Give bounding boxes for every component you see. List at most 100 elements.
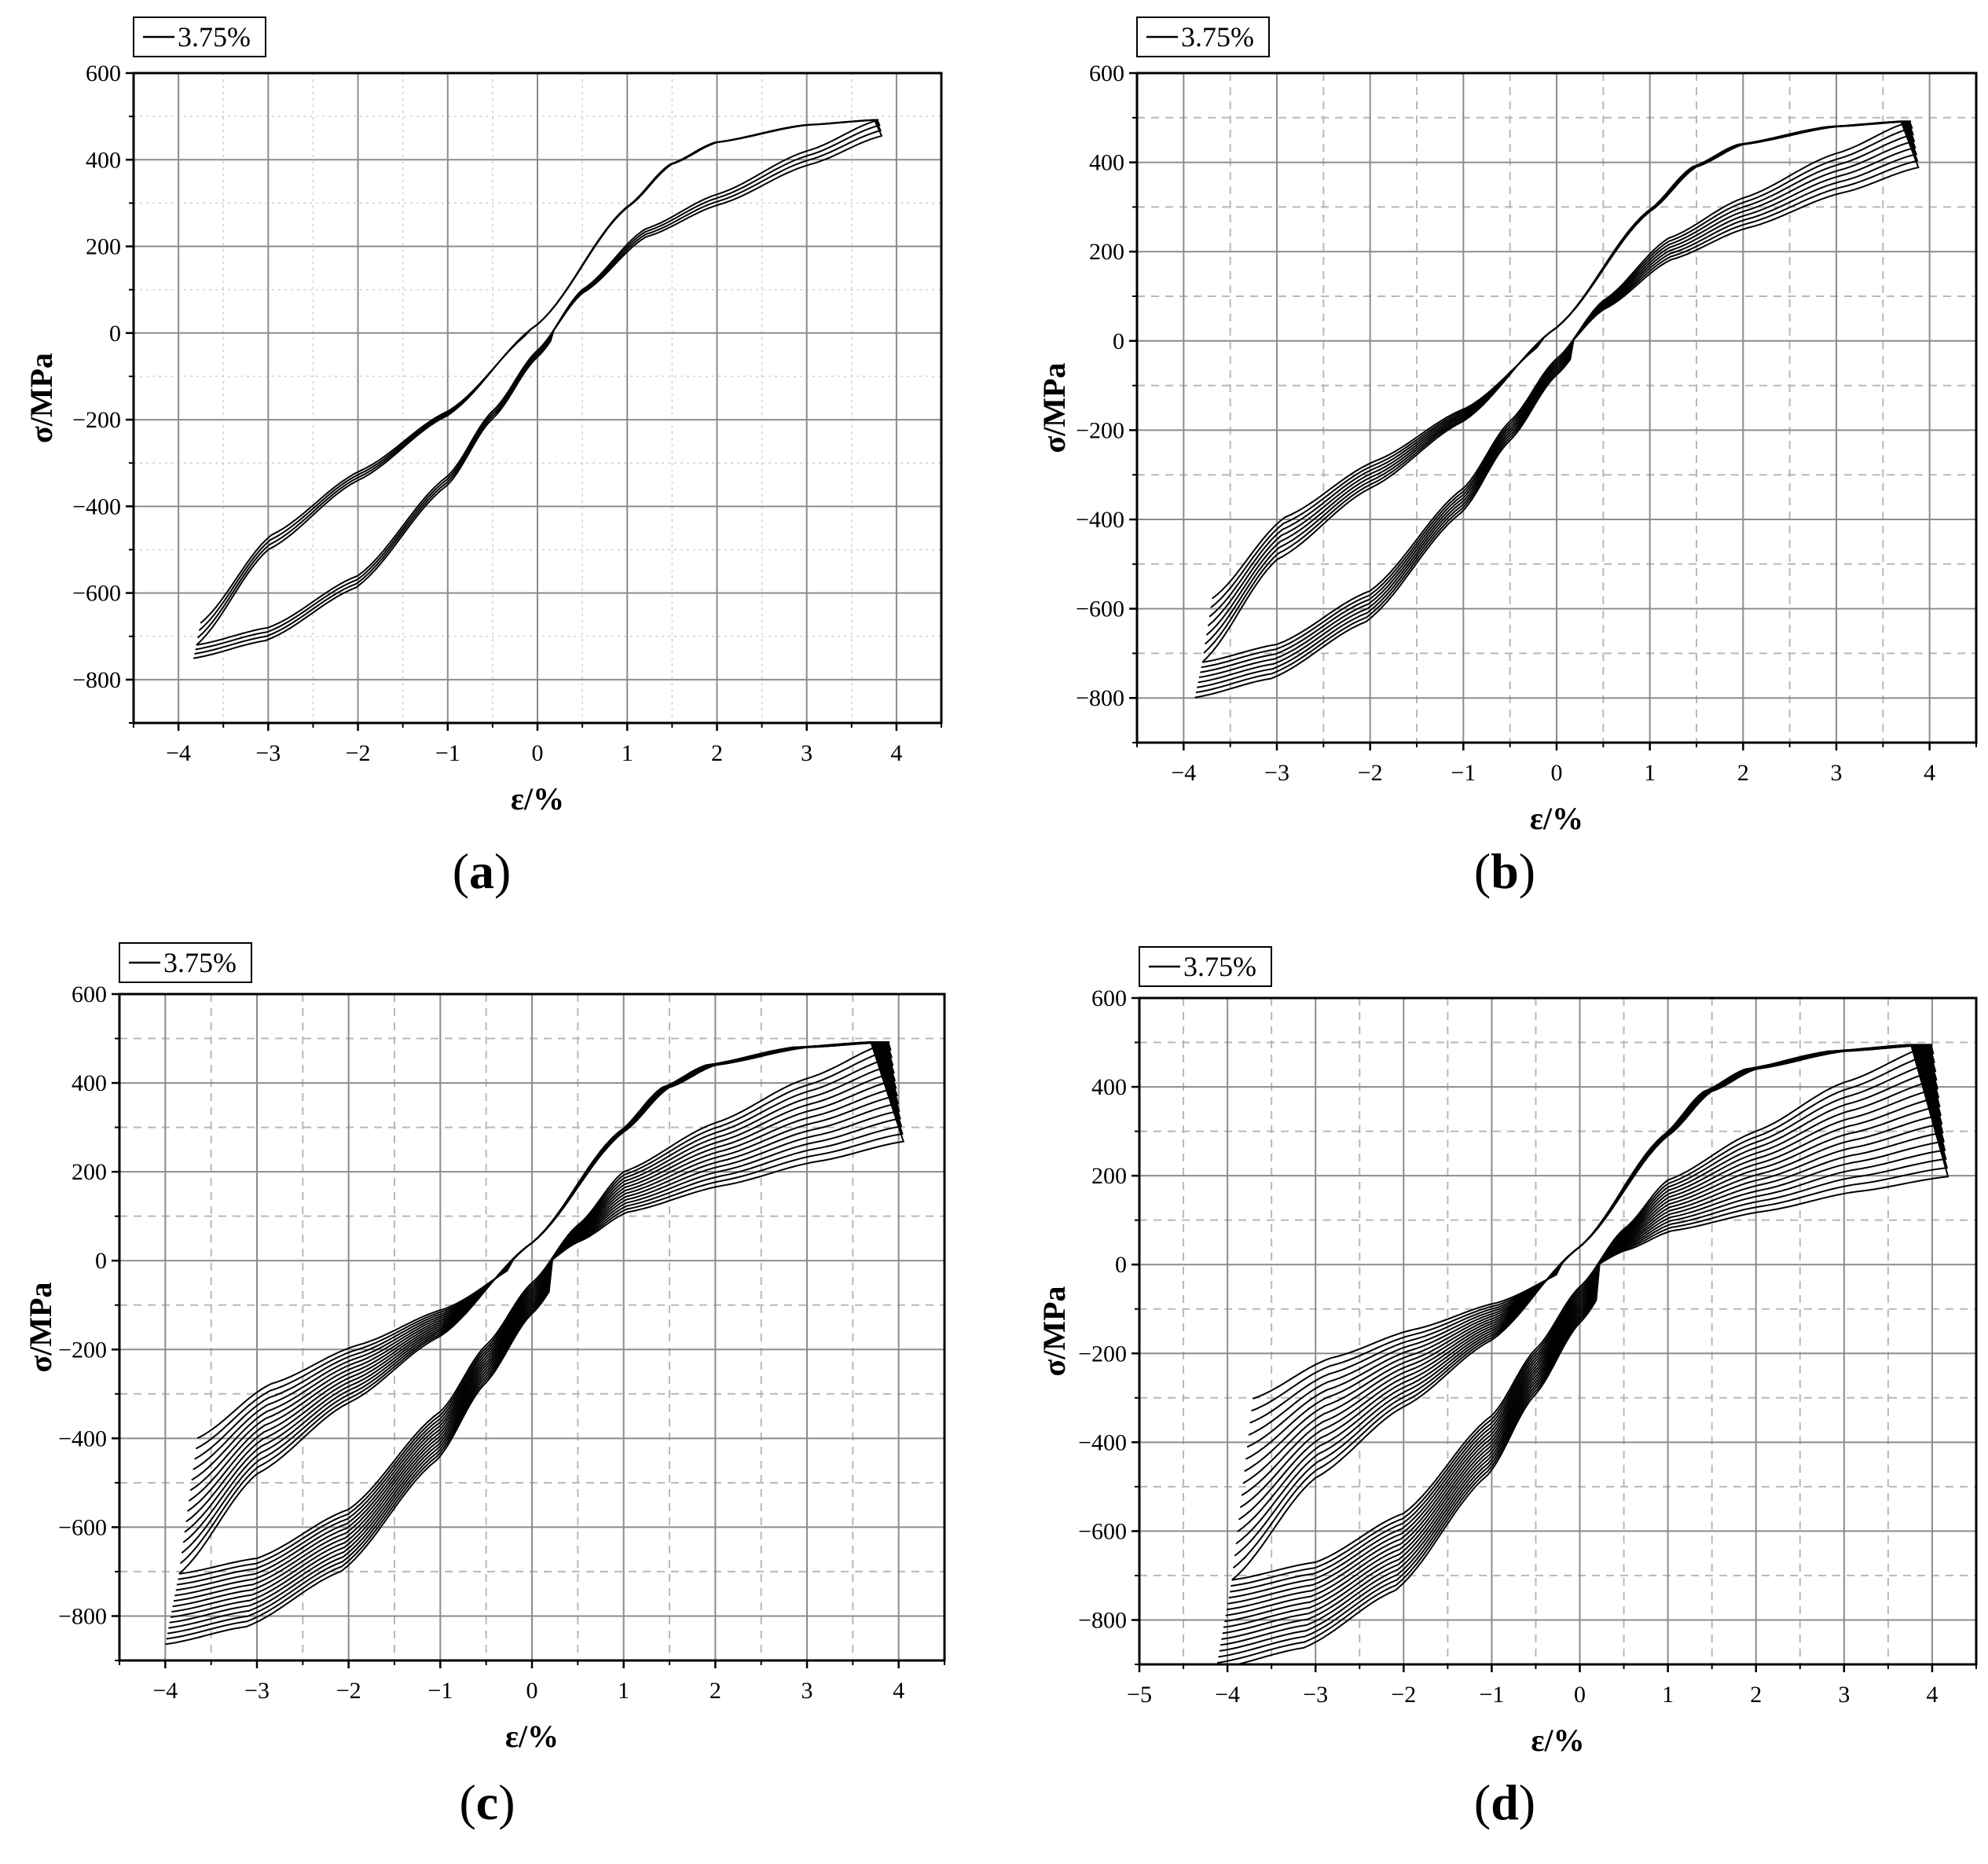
y-tick-label: 600 xyxy=(1091,985,1127,1011)
panel-label: (c) xyxy=(459,1774,515,1830)
y-axis-label: σ/MPa xyxy=(1036,1286,1072,1376)
x-tick-label: −3 xyxy=(1264,760,1289,786)
hysteresis-loop xyxy=(165,1041,905,1646)
y-axis-label: σ/MPa xyxy=(24,353,59,443)
chart-panel-c: −4 −3 −2 −1 0 1 2 3 4 600 400 200 0 −200 −400 −600 −800 ε… xyxy=(23,942,946,1830)
x-tick-label: 3 xyxy=(1831,760,1843,786)
y-tick-label: 0 xyxy=(109,321,121,347)
x-tick-label: −2 xyxy=(346,740,371,766)
hysteresis-loop xyxy=(1201,120,1913,669)
y-tick-label: 400 xyxy=(86,147,121,173)
hysteresis-loop xyxy=(166,1041,904,1640)
hysteresis-loop xyxy=(178,1041,890,1575)
y-tick-label: −400 xyxy=(1076,507,1124,533)
x-axis-label: ε/% xyxy=(1530,801,1583,836)
series-3.75% xyxy=(1194,120,1920,699)
hysteresis-loop xyxy=(174,1041,895,1597)
panel-label: (d) xyxy=(1474,1774,1535,1830)
x-tick-label: −2 xyxy=(336,1678,361,1704)
hysteresis-loop xyxy=(1222,1044,1943,1635)
x-tick-label: 3 xyxy=(801,740,812,766)
y-tick-label: 0 xyxy=(95,1248,107,1274)
hysteresis-loop xyxy=(1227,1044,1938,1605)
hysteresis-loop xyxy=(1221,1044,1944,1640)
hysteresis-loop xyxy=(170,1041,900,1618)
x-tick-label: 2 xyxy=(1737,760,1749,786)
legend-label: 3.75% xyxy=(1181,21,1254,53)
panel-label-open: ( xyxy=(459,1774,475,1830)
y-tick-label: −400 xyxy=(1078,1429,1127,1455)
panel-label-close: ) xyxy=(498,1774,515,1830)
hysteresis-loop xyxy=(1195,120,1919,694)
x-tick-label: 3 xyxy=(1838,1682,1850,1708)
x-tick-label: 1 xyxy=(1644,760,1656,786)
x-tick-label: −1 xyxy=(435,740,460,766)
hysteresis-loop xyxy=(1228,1044,1937,1599)
y-tick-label: 200 xyxy=(86,234,121,260)
hysteresis-loop xyxy=(1216,1044,1949,1664)
x-tick-label: 2 xyxy=(1750,1682,1762,1708)
x-tick-label: −3 xyxy=(255,740,281,766)
x-tick-label: −4 xyxy=(1215,1682,1240,1708)
legend: 3.75% xyxy=(133,17,266,57)
y-tick-label: 600 xyxy=(86,61,121,86)
hysteresis-loop xyxy=(1225,1044,1940,1616)
x-tick-label: −2 xyxy=(1358,760,1383,786)
hysteresis-loop xyxy=(1220,1044,1945,1646)
panel-label-letter: a xyxy=(469,843,494,899)
y-tick-label: −200 xyxy=(1078,1341,1127,1367)
legend: 3.75% xyxy=(1136,17,1270,57)
hysteresis-loop xyxy=(1223,1044,1942,1628)
y-tick-label: 0 xyxy=(1115,1252,1127,1278)
hysteresis-loop xyxy=(1219,1044,1946,1652)
hysteresis-loop xyxy=(178,1041,892,1580)
x-tick-label: −4 xyxy=(1171,760,1196,786)
panel-label-letter: c xyxy=(476,1774,498,1830)
x-tick-label: 4 xyxy=(893,1678,904,1704)
y-tick-label: −600 xyxy=(58,1514,107,1540)
x-axis-label: ε/% xyxy=(505,1719,559,1754)
chart-panel-d: −5 −4 −3 −2 −1 0 1 2 3 4 600 400 200 0 −200 −400 −600 −80… xyxy=(1036,946,1978,1830)
hysteresis-loop xyxy=(173,1041,897,1602)
panel-label: (b) xyxy=(1474,843,1535,899)
x-axis-label: ε/% xyxy=(1531,1723,1584,1758)
legend: 3.75% xyxy=(1139,946,1272,987)
y-tick-label: 200 xyxy=(1091,1163,1127,1189)
hysteresis-loop xyxy=(1218,1044,1947,1658)
hysteresis-loop xyxy=(1198,120,1916,678)
hysteresis-loop xyxy=(1224,1044,1941,1623)
y-tick-label: −200 xyxy=(72,407,121,433)
y-tick-label: 200 xyxy=(1089,239,1124,265)
y-tick-label: 200 xyxy=(72,1159,107,1185)
panel-label-open: ( xyxy=(453,843,469,899)
hysteresis-loop xyxy=(171,1041,898,1613)
series-3.75% xyxy=(1216,1044,1949,1664)
x-tick-label: 0 xyxy=(1551,760,1563,786)
x-tick-label: 0 xyxy=(532,740,544,766)
hysteresis-loop xyxy=(1197,120,1918,688)
hysteresis-loop xyxy=(1201,120,1912,663)
x-tick-label: 2 xyxy=(710,1678,721,1704)
y-tick-label: −600 xyxy=(72,581,121,607)
hysteresis-loop xyxy=(167,1041,903,1635)
y-tick-label: −800 xyxy=(1078,1607,1127,1633)
hysteresis-loop xyxy=(175,1041,894,1591)
hysteresis-loop xyxy=(169,1041,900,1624)
panel-label-letter: d xyxy=(1491,1774,1519,1830)
legend-label: 3.75% xyxy=(163,947,237,978)
y-tick-label: −800 xyxy=(72,667,121,693)
series-3.75% xyxy=(165,1041,905,1646)
x-tick-label: −4 xyxy=(152,1678,178,1704)
hysteresis-loop xyxy=(193,119,883,659)
x-tick-label: 1 xyxy=(622,740,633,766)
hysteresis-loop xyxy=(1226,1044,1938,1611)
panel-label-open: ( xyxy=(1474,843,1491,899)
x-tick-label: 4 xyxy=(1924,760,1935,786)
y-tick-label: −400 xyxy=(58,1426,107,1451)
y-tick-label: 600 xyxy=(1089,61,1124,86)
x-tick-label: 2 xyxy=(711,740,723,766)
x-tick-label: −1 xyxy=(1451,760,1476,786)
panel-label: (a) xyxy=(453,843,512,899)
x-tick-label: −3 xyxy=(244,1678,270,1704)
